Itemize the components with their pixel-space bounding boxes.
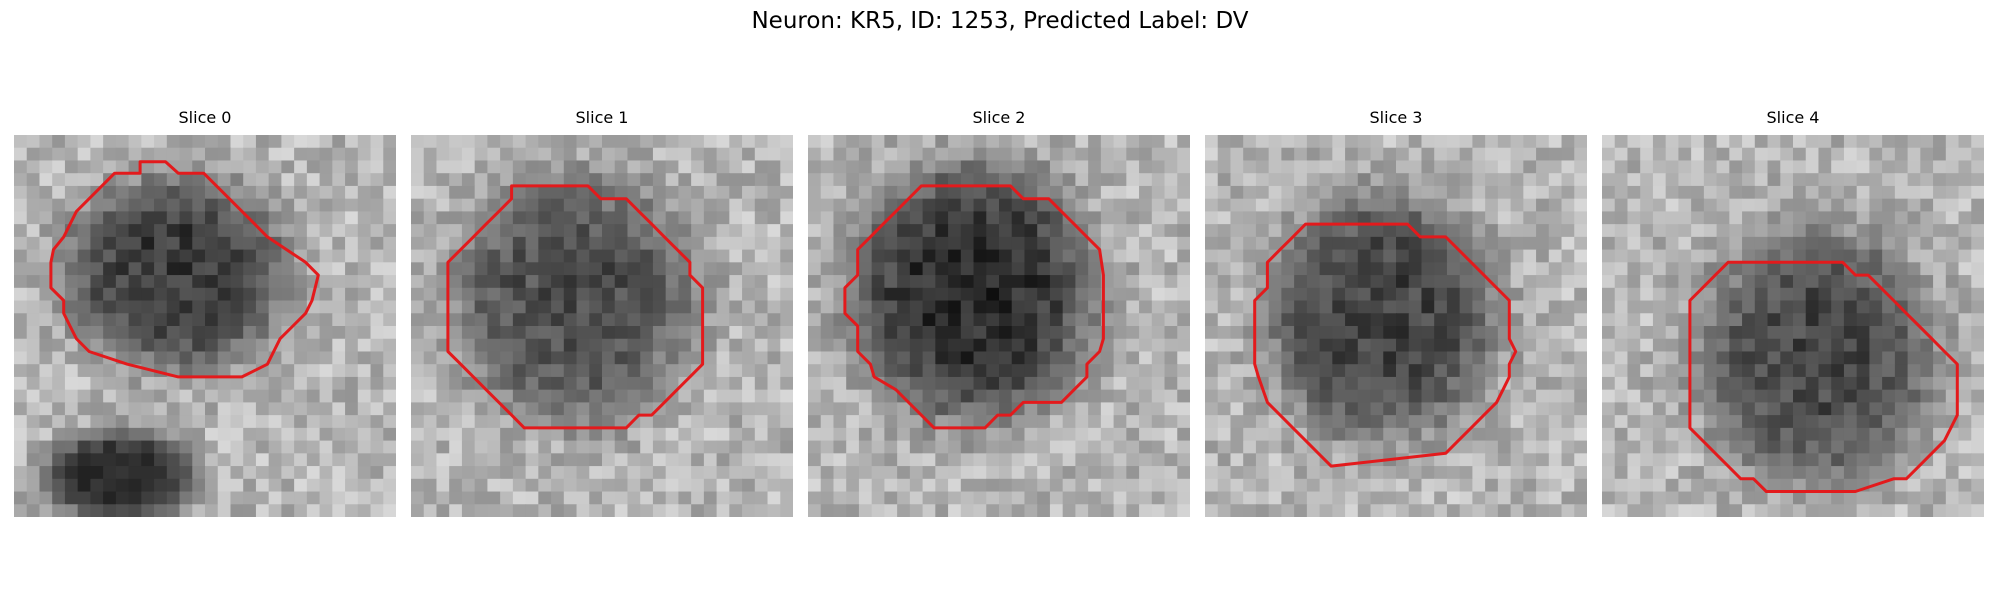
slice-title: Slice 3	[1369, 108, 1423, 127]
slice-image-svg	[1205, 135, 1587, 517]
pixel-grid	[808, 135, 1190, 517]
neuron-contour	[446, 184, 705, 430]
pixel-grid	[1205, 135, 1587, 517]
neuron-contour	[1688, 260, 1959, 493]
neuron-contour	[1253, 222, 1518, 468]
neuron-contour	[49, 160, 320, 379]
slice-image	[411, 135, 793, 517]
slice-title: Slice 0	[178, 108, 232, 127]
slice-image-svg	[411, 135, 793, 517]
figure-title: Neuron: KR5, ID: 1253, Predicted Label: …	[751, 8, 1249, 34]
neuron-contour	[843, 184, 1105, 430]
pixel-grid	[1602, 135, 1984, 517]
slice-title: Slice 1	[575, 108, 629, 127]
pixel-grid	[14, 135, 396, 517]
slice-image	[1205, 135, 1587, 517]
pixel-grid	[411, 135, 793, 517]
slice-image-svg	[14, 135, 396, 517]
slice-image-svg	[1602, 135, 1984, 517]
slice-title: Slice 2	[972, 108, 1026, 127]
slice-image-svg	[808, 135, 1190, 517]
slice-image	[14, 135, 396, 517]
slice-image	[808, 135, 1190, 517]
slice-title: Slice 4	[1766, 108, 1820, 127]
slice-image	[1602, 135, 1984, 517]
